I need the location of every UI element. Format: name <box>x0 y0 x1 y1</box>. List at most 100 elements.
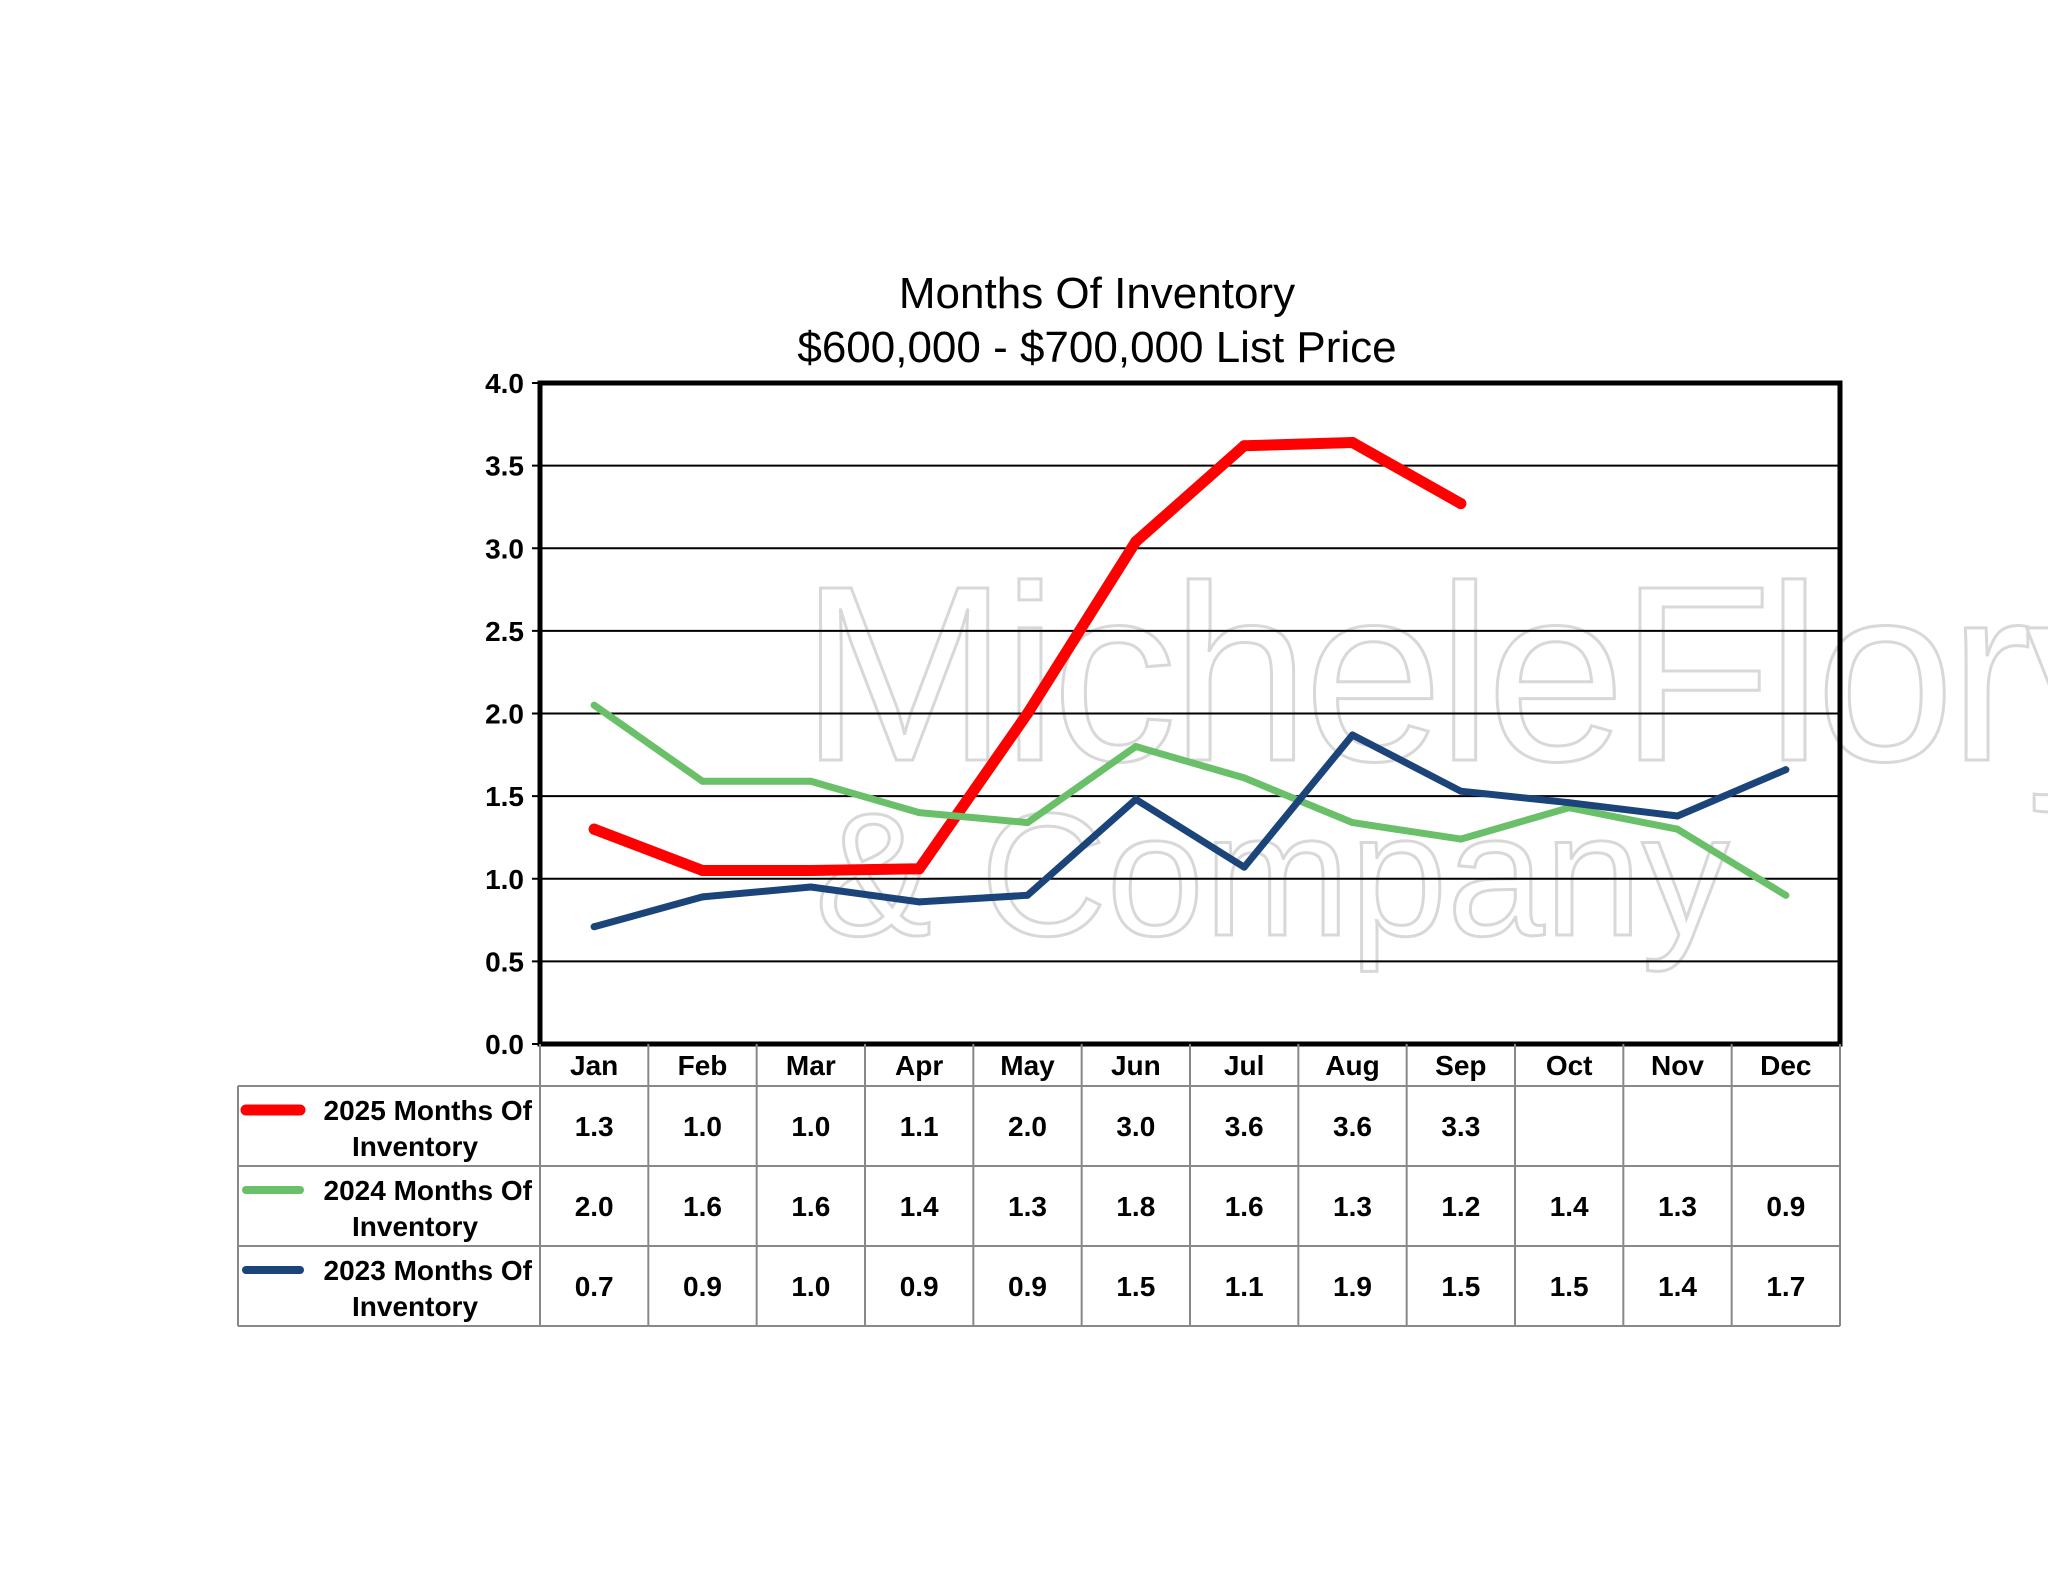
data-point <box>807 777 815 785</box>
table-cell: 2.0 <box>575 1191 614 1222</box>
data-table: Jan Feb Mar Apr May Jun Jul Aug Sep Oct Nov Dec 2025… <box>237 1044 1841 1327</box>
x-tick-label: Nov <box>1651 1050 1704 1081</box>
data-point <box>1565 799 1573 807</box>
data-point <box>1457 787 1465 795</box>
table-cell: 1.8 <box>1116 1191 1155 1222</box>
data-point <box>1455 498 1467 510</box>
data-point <box>1674 825 1681 833</box>
table-cell: 1.5 <box>1441 1271 1480 1302</box>
table-cell: 1.2 <box>1441 1191 1480 1222</box>
gridlines <box>540 464 1840 963</box>
y-tick-label: 2.5 <box>485 616 524 647</box>
x-tick-label: Mar <box>786 1050 836 1081</box>
watermark-logo: MicheleFlory & Company <box>799 533 2048 975</box>
table-cell: 0.9 <box>1008 1271 1047 1302</box>
data-point <box>1132 795 1140 803</box>
data-point <box>699 777 706 785</box>
y-tick-label: 0.5 <box>485 946 524 977</box>
table-cell: 1.5 <box>1116 1271 1155 1302</box>
data-point <box>913 863 925 875</box>
x-tick-label: Jan <box>570 1050 618 1081</box>
data-point <box>1240 774 1248 782</box>
table-cell: 1.0 <box>791 1271 830 1302</box>
table-cell: 1.6 <box>683 1191 722 1222</box>
table-cell: 1.3 <box>1333 1191 1372 1222</box>
y-tick-label: 2.0 <box>485 699 524 730</box>
table-cell: 1.3 <box>1658 1191 1697 1222</box>
data-point <box>1349 819 1356 827</box>
table-cell: 1.7 <box>1766 1271 1805 1302</box>
series-line-2 <box>590 701 1790 899</box>
data-point <box>915 898 923 906</box>
x-tick-label: May <box>1000 1050 1055 1081</box>
y-axis-ticks: 0.0 0.5 1.0 1.5 2.0 2.5 3.0 3.5 4.0 <box>485 368 540 1060</box>
chart-subtitle: $600,000 - $700,000 List Price <box>797 323 1396 372</box>
x-tick-label: Apr <box>895 1050 943 1081</box>
data-point <box>1782 891 1790 899</box>
y-tick-label: 4.0 <box>485 368 524 399</box>
data-point <box>1238 440 1250 452</box>
data-point <box>1240 863 1248 871</box>
table-cell: 1.1 <box>1225 1271 1264 1302</box>
table-cell: 1.0 <box>791 1111 830 1142</box>
table-cell: 0.9 <box>1766 1191 1805 1222</box>
legend-label: 2024 Months Of <box>324 1175 533 1206</box>
legend-label: Inventory <box>352 1131 478 1162</box>
table-cell: 3.3 <box>1441 1111 1480 1142</box>
data-point <box>1130 536 1142 548</box>
data-point <box>807 883 815 891</box>
data-point <box>588 823 600 835</box>
data-point <box>1347 436 1358 448</box>
data-point <box>1024 891 1031 899</box>
x-tick-label: Aug <box>1325 1050 1379 1081</box>
data-point <box>1024 819 1031 827</box>
y-tick-label: 1.5 <box>485 781 524 812</box>
series-lines <box>588 436 1790 931</box>
series-line-3 <box>590 731 1790 931</box>
table-cell: 1.1 <box>900 1111 939 1142</box>
table-cell: 1.0 <box>683 1111 722 1142</box>
table-cell: 1.6 <box>791 1191 830 1222</box>
data-point <box>805 864 817 876</box>
legend-label: 2023 Months Of <box>324 1255 533 1286</box>
chart-title: Months Of Inventory <box>899 269 1295 318</box>
data-point <box>590 701 598 709</box>
data-point <box>697 864 708 876</box>
legend-label: Inventory <box>352 1211 478 1242</box>
table-cell: 2.0 <box>1008 1111 1047 1142</box>
data-point <box>1782 766 1790 774</box>
y-tick-label: 1.0 <box>485 864 524 895</box>
x-tick-label: Oct <box>1546 1050 1593 1081</box>
data-point <box>915 809 923 817</box>
x-tick-label: Dec <box>1760 1050 1811 1081</box>
table-cell: 0.9 <box>683 1271 722 1302</box>
table-cell: 1.4 <box>900 1191 939 1222</box>
table-cell: 1.4 <box>1658 1271 1697 1302</box>
table-cell: 3.6 <box>1225 1111 1264 1142</box>
table-cell: 0.7 <box>575 1271 614 1302</box>
table-cell: 3.6 <box>1333 1111 1372 1142</box>
table-cell: 1.9 <box>1333 1271 1372 1302</box>
table-cell: 1.3 <box>575 1111 614 1142</box>
legend-label: Inventory <box>352 1291 478 1322</box>
x-tick-label: Feb <box>678 1050 728 1081</box>
y-tick-label: 3.0 <box>485 533 524 564</box>
x-tick-label: Jul <box>1224 1050 1264 1081</box>
table-cell: 1.5 <box>1550 1271 1589 1302</box>
data-point <box>1674 812 1681 820</box>
data-point <box>1457 835 1465 843</box>
x-tick-label: Sep <box>1435 1050 1486 1081</box>
table-cell: 1.4 <box>1550 1191 1589 1222</box>
table-cell: 1.6 <box>1225 1191 1264 1222</box>
data-point <box>1022 708 1033 719</box>
table-cell: 3.0 <box>1116 1111 1155 1142</box>
y-tick-label: 3.5 <box>485 451 524 482</box>
table-cell: 0.9 <box>900 1271 939 1302</box>
y-tick-label: 0.0 <box>485 1029 524 1060</box>
data-point <box>1132 743 1140 751</box>
data-point <box>1349 731 1356 739</box>
data-point <box>590 923 598 931</box>
x-tick-label: Jun <box>1111 1050 1161 1081</box>
table-cell: 1.3 <box>1008 1191 1047 1222</box>
